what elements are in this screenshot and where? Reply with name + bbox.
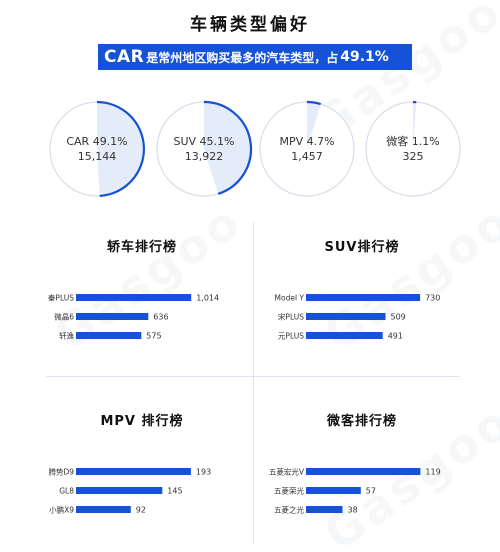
share-arc (306, 100, 321, 106)
divider-horizontal (46, 376, 460, 377)
bar-category-label: Model Y (275, 294, 305, 303)
bar (306, 468, 421, 475)
bar-value-label: 145 (167, 487, 182, 496)
bar-value-label: 119 (425, 468, 440, 477)
bar (306, 487, 361, 494)
share-wedge (413, 101, 417, 149)
divider-vertical (253, 222, 254, 544)
banner-percent: 49.1% (340, 49, 389, 65)
bar-value-label: 57 (366, 487, 376, 496)
share-circle-suv: SUV 45.1% 13,922 (155, 100, 253, 198)
banner-text: 是常州地区购买最多的汽车类型，占 (146, 50, 339, 65)
bar (76, 294, 192, 301)
circle-text: 微客 1.1% 325 (364, 134, 462, 164)
bar-value-label: 491 (388, 332, 403, 341)
bar (306, 294, 421, 301)
bar-value-label: 730 (425, 294, 440, 303)
circle-text: CAR 49.1% 15,144 (48, 134, 146, 164)
page-title: 车辆类型偏好 (190, 15, 310, 35)
share-circle-weike: 微客 1.1% 325 (364, 100, 462, 198)
bar-category-label: 小鹏X9 (49, 505, 74, 515)
bar-value-label: 1,014 (196, 294, 219, 303)
bar-value-label: 38 (348, 506, 358, 515)
share-circle-svg (49, 100, 146, 198)
bar (306, 332, 383, 339)
panel-title: 微客排行榜 (326, 414, 397, 429)
share-circles: CAR 49.1% 15,144 SUV 45.1% 13,922 MPV 4.7%… (0, 0, 500, 210)
bar-category-label: 五菱之光 (274, 505, 304, 515)
share-circle-svg (156, 100, 253, 197)
bar (306, 313, 386, 320)
circle-count: 325 (402, 150, 424, 163)
bar-value-label: 92 (136, 506, 146, 515)
bar-category-label: 元PLUS (278, 332, 304, 341)
bar-category-label: 轩逸 (59, 331, 74, 341)
bar-chart-svg: 五菱宏光V 119 五菱荣光 57 五菱之光 38 (269, 467, 441, 515)
panel-mpv: MPV 排行榜 腾势D9 193 GL8 145 小鹏X9 92 (42, 410, 242, 552)
bar-category-label: 腾势D9 (48, 467, 74, 477)
circle-count: 15,144 (77, 150, 117, 163)
share-circle-svg (259, 100, 355, 197)
panel-title: 轿车排行榜 (106, 240, 177, 255)
circle-label: SUV 45.1% (173, 135, 235, 148)
share-circle-mpv: MPV 4.7% 1,457 (258, 100, 356, 198)
share-circle-car: CAR 49.1% 15,144 (48, 100, 146, 198)
panel-suv: SUV排行榜 Model Y 730 宋PLUS 509 元PLUS 491 (262, 236, 462, 386)
share-wedge (307, 102, 321, 149)
bar-category-label: 五菱荣光 (274, 486, 304, 496)
bar-category-label: 五菱宏光V (269, 467, 305, 477)
circle-label: MPV 4.7% (279, 135, 335, 148)
bar (76, 468, 191, 475)
bar-value-label: 636 (153, 313, 168, 322)
share-wedge (97, 102, 144, 196)
circle-label: CAR 49.1% (66, 135, 128, 148)
headline-banner: CAR 是常州地区购买最多的汽车类型，占 49.1% (98, 44, 412, 70)
circle-label: 微客 1.1% (386, 135, 440, 148)
bar-category-label: 微晶6 (54, 312, 74, 322)
banner-car: CAR (104, 47, 145, 67)
bar-category-label: GL8 (59, 487, 74, 496)
bar-chart-svg: Model Y 730 宋PLUS 509 元PLUS 491 (275, 294, 441, 341)
bar-value-label: 509 (391, 313, 406, 322)
share-arc (96, 100, 146, 198)
circle-text: MPV 4.7% 1,457 (258, 134, 356, 164)
bar-chart-svg: 秦PLUS 1,014 微晶6 636 轩逸 575 (48, 293, 219, 341)
circle-count: 13,922 (184, 150, 224, 163)
bar-chart-svg: 腾势D9 193 GL8 145 小鹏X9 92 (48, 467, 211, 515)
share-arc (203, 100, 253, 195)
bar (76, 313, 149, 320)
bar-category-label: 秦PLUS (48, 293, 74, 303)
circle-count: 1,457 (291, 150, 323, 163)
panel-title: MPV 排行榜 (100, 414, 184, 429)
share-circle-svg (365, 100, 461, 197)
panel-title: SUV排行榜 (324, 240, 400, 255)
bar-value-label: 575 (146, 332, 161, 341)
panel-weike: 微客排行榜 五菱宏光V 119 五菱荣光 57 五菱之光 38 (262, 410, 462, 552)
panel-sedan: 轿车排行榜 秦PLUS 1,014 微晶6 636 轩逸 575 (42, 236, 242, 386)
bar-value-label: 193 (196, 468, 211, 477)
circle-text: SUV 45.1% 13,922 (155, 134, 253, 164)
share-wedge (204, 102, 251, 194)
bar (76, 506, 131, 513)
bar (306, 506, 343, 513)
bar (76, 332, 142, 339)
bar (76, 487, 163, 494)
bar-category-label: 宋PLUS (278, 312, 304, 322)
